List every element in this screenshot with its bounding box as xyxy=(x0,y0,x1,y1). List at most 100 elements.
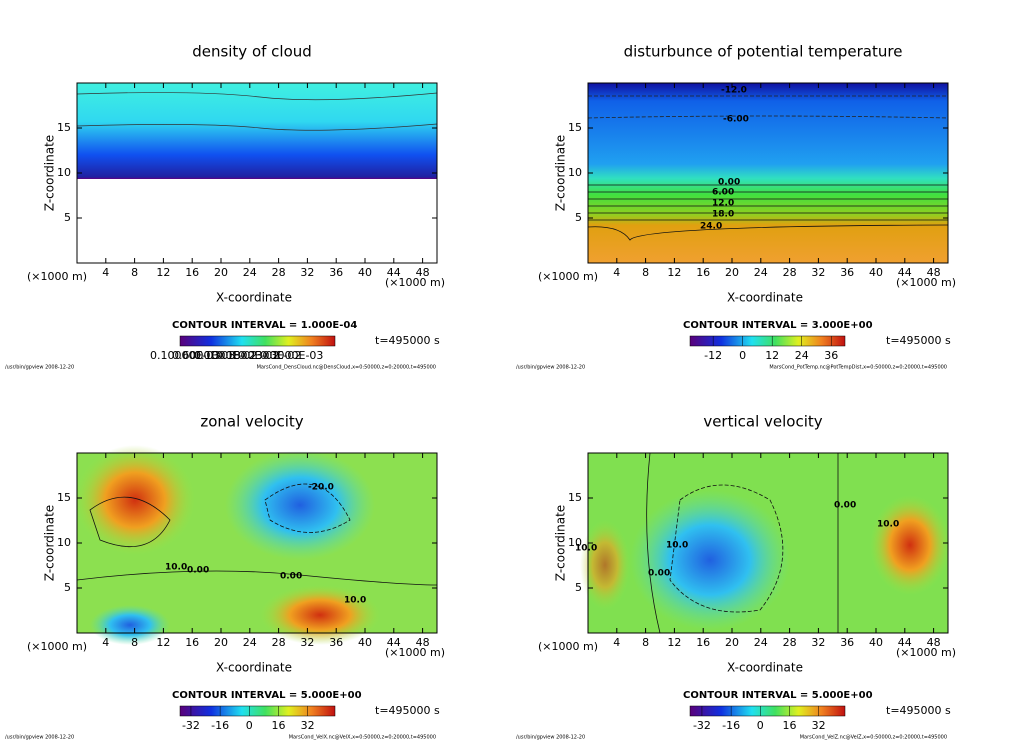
x-tick-label: 32 xyxy=(811,636,825,649)
x-unit-label: (×1000 m) xyxy=(385,646,445,659)
x-tick-label: 16 xyxy=(696,636,710,649)
colorbars xyxy=(179,335,846,717)
y-tick-label: 15 xyxy=(568,491,582,504)
y-tick-label: 15 xyxy=(568,121,582,134)
x-tick-label: 24 xyxy=(754,266,768,279)
y-tick-label: 10 xyxy=(568,536,582,549)
colorbar-tick-label: 16 xyxy=(782,719,796,732)
time-label: t=495000 s xyxy=(886,334,951,347)
colorbar-label: 0.3000E-03 xyxy=(260,349,323,362)
x-tick-label: 36 xyxy=(840,266,854,279)
field-2 xyxy=(587,83,949,263)
y-tick-label: 5 xyxy=(64,581,71,594)
x-tick-label: 16 xyxy=(185,266,199,279)
x-tick-label: 20 xyxy=(725,266,739,279)
x-tick-label: 36 xyxy=(840,636,854,649)
colorbar-tick-label: 0 xyxy=(246,719,253,732)
x-unit-label: (×1000 m) xyxy=(896,276,956,289)
colorbar-label: 0.1800E-02 xyxy=(216,349,279,362)
x-tick-label: 16 xyxy=(185,636,199,649)
colorbar-label: 0.10000E-03 xyxy=(150,349,220,362)
x-tick-label: 44 xyxy=(387,266,401,279)
x-tick-label: 28 xyxy=(783,266,797,279)
y-tick-label: 5 xyxy=(575,211,582,224)
y-tick-label: 15 xyxy=(57,491,71,504)
contour-label: -20.0 xyxy=(308,483,334,493)
x-tick-label: 24 xyxy=(754,636,768,649)
contour-label: -12.0 xyxy=(721,86,747,96)
x-tick-label: 40 xyxy=(358,636,372,649)
field-4 xyxy=(580,452,950,634)
x-tick-label: 8 xyxy=(642,266,649,279)
x-tick-label: 24 xyxy=(243,636,257,649)
x-axis-label: X-coordinate xyxy=(216,661,292,675)
x-tick-label: 40 xyxy=(869,636,883,649)
footer: /usr/bin/gpview 2008-12-20 xyxy=(5,735,74,740)
colorbar-tick-label: -12 xyxy=(704,349,722,362)
x-tick-label: 4 xyxy=(102,636,109,649)
x-unit-label: (×1000 m) xyxy=(896,646,956,659)
x-tick-label: 36 xyxy=(329,636,343,649)
y-axis-label: Z-coordinate xyxy=(43,135,57,211)
contour-label: -6.00 xyxy=(723,115,749,125)
x-tick-label: 48 xyxy=(416,266,430,279)
y-tick-label: 5 xyxy=(575,581,582,594)
colorbar-tick-label: 16 xyxy=(271,719,285,732)
colorbar-label: 0.1000E-02 xyxy=(194,349,257,362)
y-tick-label: 10 xyxy=(568,166,582,179)
x-tick-label: 20 xyxy=(214,266,228,279)
x-tick-label: 16 xyxy=(696,266,710,279)
footer: /usr/bin/gpview 2008-12-20 xyxy=(516,735,585,740)
y-tick-label: 10 xyxy=(57,536,71,549)
x-tick-label: 4 xyxy=(613,266,620,279)
colorbar-tick-label: 36 xyxy=(824,349,838,362)
colorbar-tick-label: -16 xyxy=(211,719,229,732)
contour-label: 0.00 xyxy=(648,569,670,579)
contour-label: 10.0 xyxy=(165,563,187,573)
x-tick-label: 44 xyxy=(898,266,912,279)
x-tick-label: 48 xyxy=(927,266,941,279)
x-axis-label: X-coordinate xyxy=(727,291,803,305)
contour-interval: CONTOUR INTERVAL = 5.000E+00 xyxy=(683,690,873,701)
contour-label: 0.00 xyxy=(280,572,302,582)
field-1 xyxy=(76,83,438,179)
contour-label: 6.00 xyxy=(712,188,734,198)
contour-label: 0.00 xyxy=(718,178,740,188)
x-tick-label: 4 xyxy=(102,266,109,279)
source: MarsCond_DensCloud.nc@DensCloud,x=0:5000… xyxy=(257,365,436,371)
x-tick-label: 20 xyxy=(725,636,739,649)
contour-label: 0.00 xyxy=(187,566,209,576)
time-label: t=495000 s xyxy=(375,704,440,717)
contour-label: 10.0 xyxy=(575,544,597,554)
x-axis-label: X-coordinate xyxy=(216,291,292,305)
x-tick-label: 48 xyxy=(927,636,941,649)
panel-title: zonal velocity xyxy=(200,413,303,431)
colorbar-tick-label: 24 xyxy=(795,349,809,362)
panel-title: vertical velocity xyxy=(703,413,822,431)
y-tick-label: 15 xyxy=(57,121,71,134)
field-3 xyxy=(75,445,438,645)
source: MarsCond_PotTemp.nc@PotTempDist,x=0:5000… xyxy=(769,365,947,371)
x-tick-label: 8 xyxy=(642,636,649,649)
contour-interval: CONTOUR INTERVAL = 5.000E+00 xyxy=(172,690,362,701)
y-unit-label: (×1000 m) xyxy=(538,270,598,283)
colorbar-label: 0.6000E-03 xyxy=(172,349,235,362)
contour-label: 10.0 xyxy=(344,596,366,606)
x-tick-label: 44 xyxy=(387,636,401,649)
contour-label: 0.00 xyxy=(834,501,856,511)
x-tick-label: 40 xyxy=(358,266,372,279)
colorbar-tick-label: 32 xyxy=(301,719,315,732)
colorbar-label: 0.2300E-02 xyxy=(238,349,301,362)
source: MarsCond_VelZ.nc@VelZ,x=0:50000,z=0:2000… xyxy=(800,735,947,740)
time-label: t=495000 s xyxy=(886,704,951,717)
y-axis-label: Z-coordinate xyxy=(554,135,568,211)
x-axis-label: X-coordinate xyxy=(727,661,803,675)
colorbar-tick-label: 12 xyxy=(765,349,779,362)
colorbar-tick-label: 0 xyxy=(739,349,746,362)
y-axis-label: Z-coordinate xyxy=(43,505,57,581)
x-tick-label: 24 xyxy=(243,266,257,279)
footer: /usr/bin/gpview 2008-12-20 xyxy=(5,365,74,371)
y-tick-label: 5 xyxy=(64,211,71,224)
colorbar-tick-label: -16 xyxy=(722,719,740,732)
